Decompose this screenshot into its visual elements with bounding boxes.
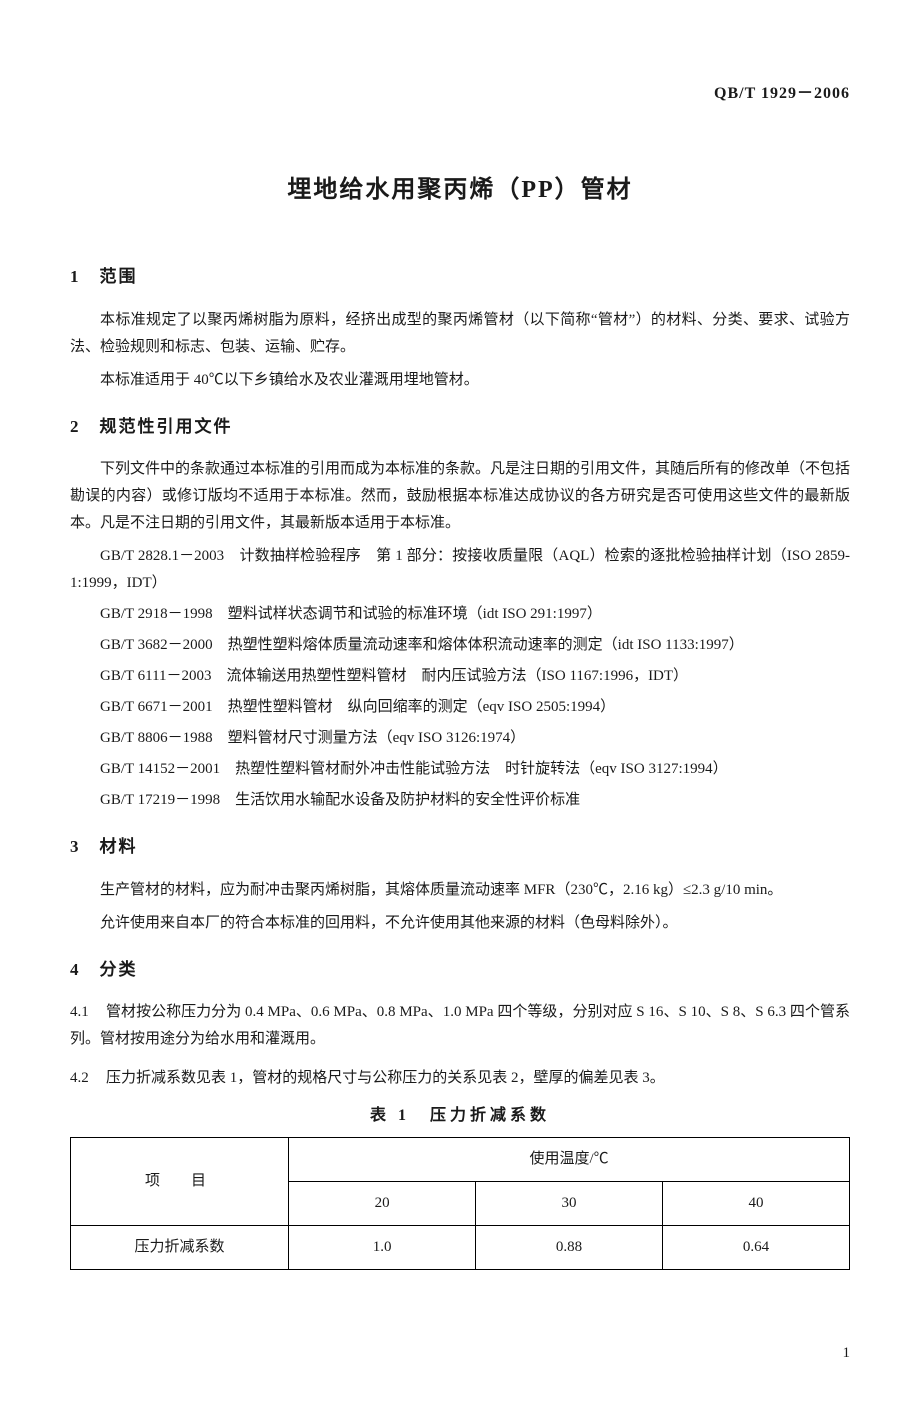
- paragraph: 允许使用来自本厂的符合本标准的回用料，不允许使用其他来源的材料（色母料除外）。: [70, 910, 850, 937]
- document-code: QB/T 1929－2006: [70, 80, 850, 109]
- table-1: 项 目 使用温度/℃ 20 30 40 压力折减系数 1.0 0.88 0.64: [70, 1137, 850, 1270]
- subsection-4-1: 4.1管材按公称压力分为 0.4 MPa、0.6 MPa、0.8 MPa、1.0…: [70, 999, 850, 1053]
- section-2-title: 规范性引用文件: [100, 417, 233, 436]
- section-3-heading: 3 材料: [70, 832, 850, 863]
- section-3-title: 材料: [100, 837, 138, 856]
- section-4-title: 分类: [100, 960, 138, 979]
- table-header-temp: 40: [663, 1182, 850, 1226]
- table-header-temp-group: 使用温度/℃: [289, 1138, 850, 1182]
- table-cell: 0.64: [663, 1226, 850, 1270]
- reference-item: GB/T 17219－1998 生活饮用水输配水设备及防护材料的安全性评价标准: [70, 787, 850, 814]
- main-title: 埋地给水用聚丙烯（PP）管材: [70, 169, 850, 212]
- table-cell: 0.88: [476, 1226, 663, 1270]
- subsection-4-1-num: 4.1: [70, 999, 106, 1026]
- table-header-item: 项 目: [71, 1138, 289, 1226]
- section-2-num: 2: [70, 417, 81, 436]
- paragraph: 下列文件中的条款通过本标准的引用而成为本标准的条款。凡是注日期的引用文件，其随后…: [70, 456, 850, 537]
- section-4-num: 4: [70, 960, 81, 979]
- paragraph: 本标准规定了以聚丙烯树脂为原料，经挤出成型的聚丙烯管材（以下简称“管材”）的材料…: [70, 307, 850, 361]
- table-1-caption: 表 1 压力折减系数: [70, 1102, 850, 1131]
- table-header-temp: 20: [289, 1182, 476, 1226]
- table-header-temp: 30: [476, 1182, 663, 1226]
- subsection-4-2-text: 压力折减系数见表 1，管材的规格尺寸与公称压力的关系见表 2，壁厚的偏差见表 3…: [106, 1070, 665, 1086]
- table-row: 压力折减系数 1.0 0.88 0.64: [71, 1226, 850, 1270]
- subsection-4-2: 4.2压力折减系数见表 1，管材的规格尺寸与公称压力的关系见表 2，壁厚的偏差见…: [70, 1065, 850, 1092]
- section-1-heading: 1 范围: [70, 262, 850, 293]
- reference-item: GB/T 2828.1－2003 计数抽样检验程序 第 1 部分：按接收质量限（…: [70, 543, 850, 597]
- section-3-num: 3: [70, 837, 81, 856]
- page-number: 1: [70, 1340, 850, 1367]
- section-4-heading: 4 分类: [70, 955, 850, 986]
- paragraph: 本标准适用于 40℃以下乡镇给水及农业灌溉用埋地管材。: [70, 367, 850, 394]
- section-1-title: 范围: [100, 267, 138, 286]
- table-row-header: 压力折减系数: [71, 1226, 289, 1270]
- reference-item: GB/T 3682－2000 热塑性塑料熔体质量流动速率和熔体体积流动速率的测定…: [70, 632, 850, 659]
- reference-item: GB/T 14152－2001 热塑性塑料管材耐外冲击性能试验方法 时针旋转法（…: [70, 756, 850, 783]
- subsection-4-1-text: 管材按公称压力分为 0.4 MPa、0.6 MPa、0.8 MPa、1.0 MP…: [70, 1004, 850, 1047]
- table-cell: 1.0: [289, 1226, 476, 1270]
- reference-item: GB/T 8806－1988 塑料管材尺寸测量方法（eqv ISO 3126:1…: [70, 725, 850, 752]
- table-row: 项 目 使用温度/℃: [71, 1138, 850, 1182]
- subsection-4-2-num: 4.2: [70, 1065, 106, 1092]
- section-1-num: 1: [70, 267, 81, 286]
- reference-item: GB/T 6111－2003 流体输送用热塑性塑料管材 耐内压试验方法（ISO …: [70, 663, 850, 690]
- reference-item: GB/T 2918－1998 塑料试样状态调节和试验的标准环境（idt ISO …: [70, 601, 850, 628]
- section-2-heading: 2 规范性引用文件: [70, 412, 850, 443]
- reference-item: GB/T 6671－2001 热塑性塑料管材 纵向回缩率的测定（eqv ISO …: [70, 694, 850, 721]
- references-list: GB/T 2828.1－2003 计数抽样检验程序 第 1 部分：按接收质量限（…: [70, 543, 850, 814]
- paragraph: 生产管材的材料，应为耐冲击聚丙烯树脂，其熔体质量流动速率 MFR（230℃，2.…: [70, 877, 850, 904]
